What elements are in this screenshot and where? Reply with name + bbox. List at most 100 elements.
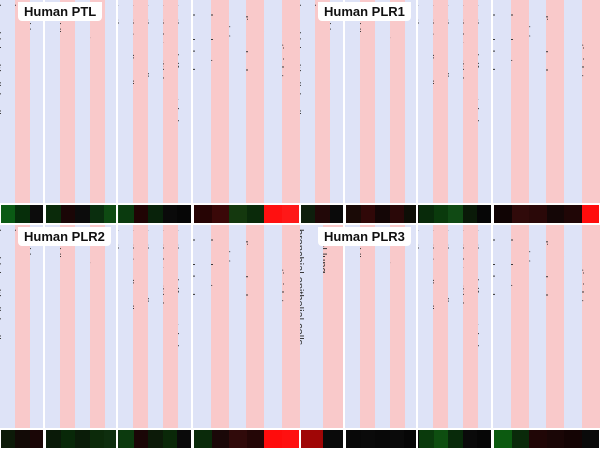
heatmap-strip [301,205,344,223]
panel-human-plr2: bronchial epithelial cells lung fetal lung… [0,225,300,450]
heatmap-cell [448,205,463,223]
tissue-column: pancreatic islets [582,225,600,428]
heatmap-cell [15,430,30,448]
heatmap-cell [15,205,30,223]
heatmap-cell [462,430,478,448]
heatmap-cell [301,430,323,448]
tissue-label: adrenal cortex [510,229,514,299]
heatmap-cell [211,430,229,448]
tissue-group: bronchial epithelial cells lung fetal lung [0,225,45,450]
heatmap-strip [346,205,419,223]
heatmap-cell [104,205,119,223]
heatmap-cell [433,205,449,223]
group-separator [116,225,118,450]
heatmap-cell [375,430,390,448]
heatmap-cell [511,205,529,223]
heatmap-cell [360,430,376,448]
heatmap-cell [529,430,547,448]
tissue-group: adrenal gland adrenal cortex prostate saliv… [193,0,300,225]
tissue-label: pancreatic islets [582,229,586,308]
heatmap-cell [194,430,212,448]
tissue-label: pancreas [264,229,268,275]
tissue-label: prostate [528,4,532,44]
heatmap-cell [448,430,463,448]
panel-title: Human PTL [18,2,103,21]
heatmap-cell [194,205,212,223]
tissue-label: prostate [528,229,532,269]
tissue-column: salivary gland [546,0,565,203]
tissue-column: testis interstitial [463,225,478,428]
heatmap-cell [133,205,149,223]
heatmap-cell [177,205,192,223]
tissue-group: testis testis Leydig cell testis germ cell… [118,0,193,225]
tissue-column: testis Leydig cell [433,0,448,203]
group-separator [43,0,45,225]
tissue-group: testis testis Leydig cell testis germ cell… [418,0,493,225]
tissue-column: placenta [90,0,105,203]
tissue-label: testis [418,229,420,255]
heatmap-cell [246,205,264,223]
heatmap-cell [529,205,547,223]
tissue-group: kidneyfetal liverliverplacentaovary [345,0,420,225]
tissue-label: lung [15,4,17,25]
tissue-label: testis germ cell [448,229,450,302]
group-separator [343,225,345,450]
heatmap-cell [246,430,264,448]
tissue-column: bronchial epithelial cells [300,225,323,428]
tissue-group: testis testis Leydig cell testis germ cell… [118,225,193,450]
tissue-column: adrenal gland [493,225,511,428]
tissue-column: pancreatic islets [282,0,300,203]
tissue-label: pancreatic islets [282,229,286,308]
tissue-column: fetal lung [322,225,345,428]
tissue-column: testis interstitial [163,225,178,428]
heatmap-cell [404,430,419,448]
tissue-column: fetal liver [360,225,375,428]
tissue-column: testis germ cell [448,0,463,203]
tissue-group: bronchial epithelial cells fetal lung [300,225,345,450]
heatmap-cell [315,205,330,223]
group-separator [491,0,493,225]
tissue-label: testis germ cell [148,229,150,302]
tissue-column: bronchial epithelial cells [0,0,15,203]
tissue-column: placenta [90,225,105,428]
group-separator [191,225,193,450]
heatmap-cell [581,430,599,448]
heatmap-strip [119,205,192,223]
tissue-column: fetal liver [60,225,75,428]
tissue-label: testis seminiferous tubule [178,4,180,128]
heatmap-cell [511,430,529,448]
tissue-column: placenta [390,225,405,428]
tissue-column: adrenal cortex [210,225,229,428]
tissue-label: prostate [228,229,232,269]
tissue-column: bronchial epithelial cells [300,0,315,203]
tissue-column: prostate [528,225,547,428]
heatmap-cell [404,205,419,223]
heatmap-cell [75,205,90,223]
tissue-column: testis Leydig cell [433,225,448,428]
heatmap-cell [389,205,405,223]
heatmap-cell [229,205,247,223]
tissue-label: testis Leydig cell [133,4,135,85]
tissue-column: prostate [228,0,247,203]
group-separator [416,0,418,225]
tissue-label: pancreas [564,4,568,50]
tissue-column: adrenal gland [193,0,211,203]
heatmap-strip [419,205,492,223]
tissue-column: pancreatic islets [282,225,300,428]
tissue-group: adrenal gland adrenal cortex prostate saliv… [493,225,600,450]
heatmap-cell [148,205,163,223]
heatmap-strip [494,430,599,448]
heatmap-cell [60,205,76,223]
heatmap-cell [301,205,316,223]
heatmap-cell [89,430,105,448]
heatmap-cell [329,205,344,223]
heatmap-strip [494,205,599,223]
heatmap-cell [162,205,178,223]
heatmap-cell [133,430,149,448]
heatmap-cell [375,205,390,223]
tissue-column: testis germ cell [148,225,163,428]
heatmap-cell [322,430,344,448]
heatmap-cell [264,205,282,223]
heatmap-cell [346,430,361,448]
tissue-label: pancreas [564,229,568,275]
